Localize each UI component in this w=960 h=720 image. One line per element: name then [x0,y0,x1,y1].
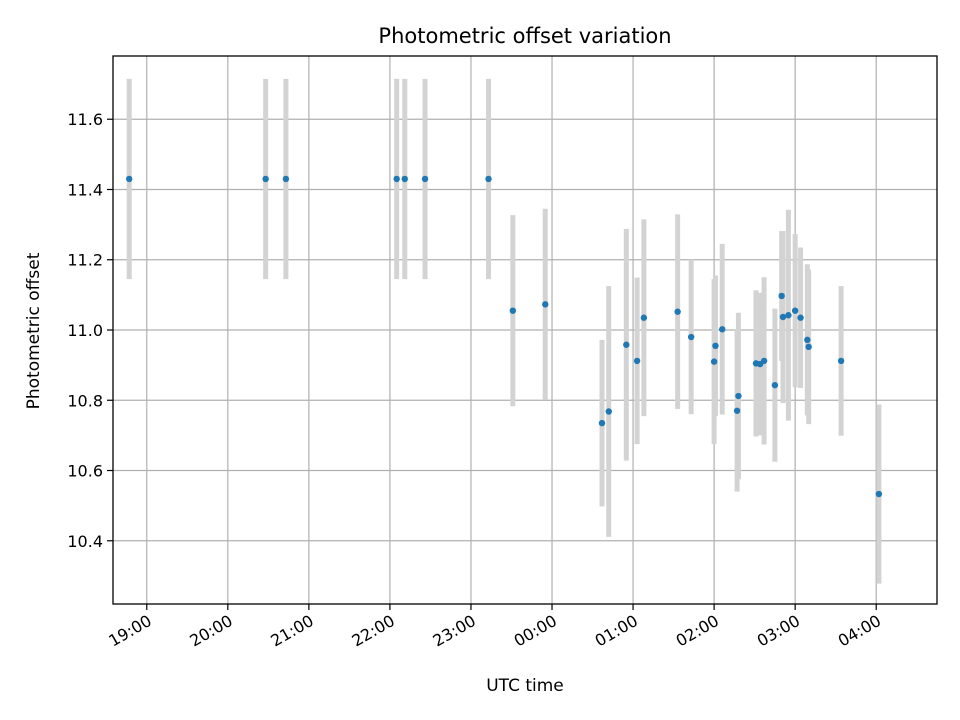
data-point [640,314,648,321]
data-point [509,307,517,314]
data-point [785,312,792,319]
y-tick-label: 11.4 [67,180,103,199]
data-point [633,357,641,365]
data-point [791,307,799,314]
y-tick-label: 11.0 [67,321,103,340]
y-axis-label: Photometric offset [24,252,44,409]
data-point [687,333,695,341]
data-point [797,314,804,321]
data-point [735,392,742,400]
data-point [710,358,718,365]
data-point [623,341,630,348]
data-point [126,175,133,183]
y-tick-label: 11.2 [67,251,103,270]
data-point [401,175,408,183]
data-point [598,419,606,427]
y-tick-label: 11.6 [67,110,103,129]
data-point [393,175,400,183]
data-point [542,301,549,308]
data-point [719,326,726,333]
data-points [126,175,883,498]
y-tick-label: 10.8 [67,391,103,410]
data-point [875,490,883,498]
x-axis-label: UTC time [486,676,564,696]
data-point [485,175,492,183]
y-tick-label: 10.6 [67,462,103,481]
data-point [674,308,681,315]
data-point [805,343,812,351]
data-point [804,336,811,344]
data-point [779,313,787,321]
data-point [778,292,785,300]
data-point [760,357,768,365]
data-point [771,381,779,389]
chart-title: Photometric offset variation [378,24,671,48]
y-tick-label: 10.4 [67,532,103,551]
grid [113,56,937,604]
data-point [421,175,429,183]
data-point [262,175,269,183]
data-point [605,408,612,415]
data-point [282,175,290,183]
data-point [733,407,741,414]
data-point [712,342,719,350]
data-point [837,357,845,365]
